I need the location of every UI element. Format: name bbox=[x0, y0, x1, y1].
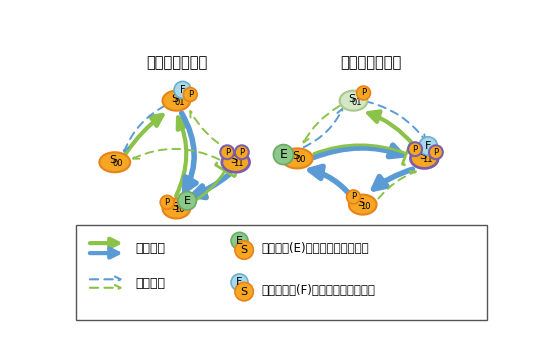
Text: 11: 11 bbox=[234, 159, 244, 168]
Ellipse shape bbox=[282, 149, 312, 169]
Text: P: P bbox=[351, 193, 356, 201]
Text: S: S bbox=[240, 286, 248, 297]
Text: 10: 10 bbox=[361, 202, 371, 211]
Text: S: S bbox=[171, 94, 178, 104]
FancyArrowPatch shape bbox=[190, 163, 235, 203]
Text: S: S bbox=[240, 245, 248, 255]
Ellipse shape bbox=[163, 198, 190, 218]
Ellipse shape bbox=[163, 91, 190, 111]
Text: E: E bbox=[236, 236, 243, 246]
Text: P: P bbox=[164, 198, 170, 207]
Text: S: S bbox=[348, 94, 355, 104]
Text: 11: 11 bbox=[422, 155, 433, 165]
Ellipse shape bbox=[160, 195, 174, 209]
Text: 00: 00 bbox=[113, 159, 123, 168]
Text: E: E bbox=[184, 196, 191, 206]
Ellipse shape bbox=[100, 152, 130, 172]
Text: S: S bbox=[109, 155, 117, 165]
FancyBboxPatch shape bbox=[76, 225, 487, 320]
Text: S: S bbox=[292, 151, 299, 162]
Text: F: F bbox=[236, 277, 243, 288]
Text: F: F bbox=[425, 141, 431, 151]
Text: P: P bbox=[433, 148, 438, 157]
Text: F: F bbox=[180, 85, 185, 95]
Text: S: S bbox=[171, 202, 178, 211]
Text: E: E bbox=[279, 148, 287, 161]
Ellipse shape bbox=[222, 152, 250, 172]
Text: 10: 10 bbox=[174, 206, 185, 214]
Ellipse shape bbox=[231, 274, 248, 291]
Ellipse shape bbox=[410, 149, 438, 169]
Ellipse shape bbox=[178, 191, 196, 210]
Ellipse shape bbox=[273, 145, 293, 165]
FancyArrowPatch shape bbox=[314, 143, 412, 165]
Ellipse shape bbox=[235, 241, 254, 259]
Text: 修飾酵素(E)と強く結合する基質: 修飾酵素(E)と強く結合する基質 bbox=[261, 242, 368, 255]
Ellipse shape bbox=[183, 88, 197, 102]
Text: 00: 00 bbox=[295, 155, 306, 165]
Ellipse shape bbox=[349, 195, 377, 215]
Text: 振動パターン１: 振動パターン１ bbox=[146, 55, 207, 70]
Text: S: S bbox=[230, 155, 238, 165]
Ellipse shape bbox=[174, 82, 191, 98]
Ellipse shape bbox=[235, 145, 249, 159]
Text: P: P bbox=[239, 148, 244, 157]
Ellipse shape bbox=[220, 145, 234, 159]
Text: 遅い反応: 遅い反応 bbox=[135, 277, 166, 290]
Ellipse shape bbox=[235, 282, 254, 301]
Text: 速い反応: 速い反応 bbox=[135, 242, 166, 255]
Ellipse shape bbox=[429, 145, 443, 159]
Ellipse shape bbox=[419, 137, 437, 155]
Ellipse shape bbox=[231, 232, 248, 249]
Text: P: P bbox=[412, 145, 417, 154]
Text: 01: 01 bbox=[351, 98, 362, 107]
Text: P: P bbox=[188, 90, 193, 99]
Ellipse shape bbox=[356, 86, 371, 100]
Ellipse shape bbox=[340, 91, 367, 111]
Text: 脱修飾酵素(F)と強く結合する基質: 脱修飾酵素(F)と強く結合する基質 bbox=[261, 284, 375, 297]
Text: 01: 01 bbox=[174, 98, 185, 107]
Text: 振動パターン２: 振動パターン２ bbox=[340, 55, 401, 70]
Ellipse shape bbox=[346, 190, 360, 204]
Text: S: S bbox=[419, 151, 426, 162]
Text: P: P bbox=[224, 148, 230, 157]
Text: S: S bbox=[358, 198, 365, 208]
Text: P: P bbox=[361, 88, 366, 98]
Ellipse shape bbox=[408, 142, 422, 156]
